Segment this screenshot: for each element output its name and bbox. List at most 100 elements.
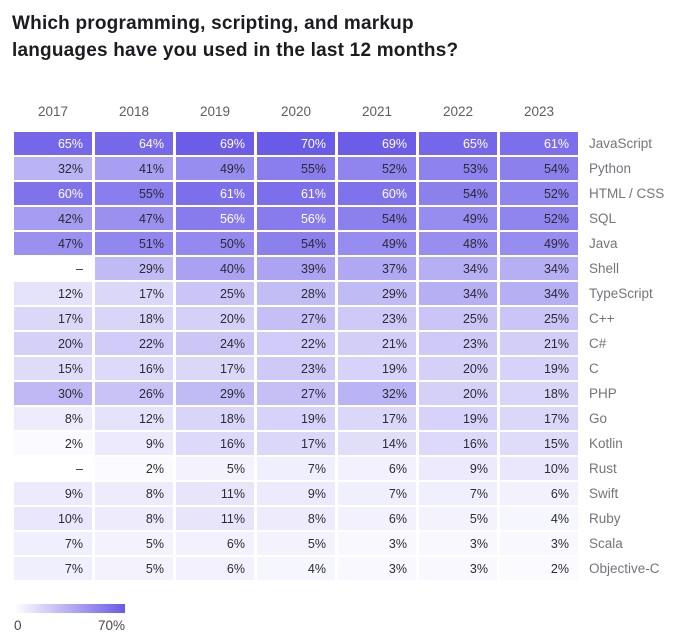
column-header: 2017	[37, 104, 69, 119]
column-header: 2023	[523, 104, 555, 119]
heatmap-cell: 39%	[257, 257, 335, 280]
row-label: Java	[589, 236, 618, 251]
heatmap-cell: 17%	[257, 432, 335, 455]
row-label: C++	[589, 311, 615, 326]
row-label: Kotlin	[589, 436, 623, 451]
heatmap-cell: 5%	[419, 507, 497, 530]
heatmap-cell: 11%	[176, 482, 254, 505]
heatmap-cell: 61%	[500, 132, 578, 155]
heatmap-cell: 49%	[419, 207, 497, 230]
heatmap-cell: 25%	[176, 282, 254, 305]
heatmap-cell: 6%	[338, 457, 416, 480]
heatmap-cell: 50%	[176, 232, 254, 255]
row-label: JavaScript	[589, 136, 653, 151]
column-header: 2020	[280, 104, 312, 119]
heatmap-cell: 5%	[176, 457, 254, 480]
heatmap-cell: 40%	[176, 257, 254, 280]
heatmap-cell: 3%	[338, 557, 416, 580]
heatmap-cell: 10%	[14, 507, 92, 530]
heatmap-cell: 22%	[95, 332, 173, 355]
heatmap-cell: 47%	[14, 232, 92, 255]
heatmap-cell: 42%	[14, 207, 92, 230]
heatmap-cell: 55%	[257, 157, 335, 180]
row-label: Objective-C	[589, 561, 660, 576]
heatmap-cell: 9%	[95, 432, 173, 455]
column-header: 2022	[442, 104, 474, 119]
heatmap-cell: 16%	[95, 357, 173, 380]
heatmap-cell: 64%	[95, 132, 173, 155]
heatmap-cell: 7%	[419, 482, 497, 505]
heatmap-cell: 56%	[176, 207, 254, 230]
heatmap-cell: 9%	[14, 482, 92, 505]
column-header-spacer	[581, 104, 676, 119]
heatmap-cell: 54%	[419, 182, 497, 205]
heatmap-cell: 21%	[500, 332, 578, 355]
heatmap-cell: 10%	[500, 457, 578, 480]
heatmap-cell: 65%	[419, 132, 497, 155]
heatmap-cell: 51%	[95, 232, 173, 255]
heatmap-cell: 2%	[500, 557, 578, 580]
row-label: Shell	[589, 261, 620, 276]
heatmap-cell: 30%	[14, 382, 92, 405]
legend: 0 70%	[14, 604, 125, 633]
heatmap-grid: 65% 64% 69% 70% 69% 65% 61% JavaScript 32% 41% 49%…	[14, 132, 679, 580]
heatmap-cell: 18%	[500, 382, 578, 405]
heatmap-cell: 6%	[500, 482, 578, 505]
heatmap-cell: 19%	[257, 407, 335, 430]
row-label: Scala	[589, 536, 623, 551]
heatmap-cell: 6%	[176, 557, 254, 580]
heatmap-cell: 8%	[14, 407, 92, 430]
column-header: 2019	[199, 104, 231, 119]
heatmap-cell: 29%	[176, 382, 254, 405]
heatmap-cell: 7%	[257, 457, 335, 480]
heatmap-cell: 34%	[419, 257, 497, 280]
heatmap-cell: 4%	[500, 507, 578, 530]
heatmap-cell: 11%	[176, 507, 254, 530]
heatmap-cell: 18%	[176, 407, 254, 430]
heatmap-cell: 69%	[176, 132, 254, 155]
heatmap-cell: 7%	[14, 557, 92, 580]
heatmap-cell: 60%	[14, 182, 92, 205]
heatmap-cell: 16%	[419, 432, 497, 455]
heatmap-cell: –	[14, 457, 92, 480]
heatmap-cell: 20%	[419, 382, 497, 405]
row-label: C#	[589, 336, 607, 351]
column-header: 2018	[118, 104, 150, 119]
heatmap-cell: 7%	[14, 532, 92, 555]
heatmap-cell: 56%	[257, 207, 335, 230]
legend-gradient-bar	[14, 604, 125, 613]
heatmap-cell: 37%	[338, 257, 416, 280]
row-label: TypeScript	[589, 286, 653, 301]
heatmap-cell: 54%	[500, 157, 578, 180]
heatmap-cell: 27%	[257, 307, 335, 330]
heatmap-cell: 5%	[95, 532, 173, 555]
heatmap-cell: 5%	[95, 557, 173, 580]
heatmap-cell: 4%	[257, 557, 335, 580]
heatmap-cell: 48%	[419, 232, 497, 255]
heatmap-cell: 5%	[257, 532, 335, 555]
heatmap-cell: 15%	[14, 357, 92, 380]
heatmap-cell: 3%	[419, 557, 497, 580]
heatmap-cell: 12%	[95, 407, 173, 430]
heatmap-cell: 8%	[257, 507, 335, 530]
heatmap-cell: 9%	[257, 482, 335, 505]
row-label: Go	[589, 411, 608, 426]
heatmap-cell: 19%	[500, 357, 578, 380]
heatmap-cell: 17%	[500, 407, 578, 430]
heatmap-cell: 25%	[419, 307, 497, 330]
heatmap-cell: 17%	[95, 282, 173, 305]
heatmap-cell: 3%	[419, 532, 497, 555]
heatmap-cell: 52%	[500, 182, 578, 205]
heatmap-cell: 17%	[338, 407, 416, 430]
row-label: Rust	[589, 461, 617, 476]
heatmap-cell: 15%	[500, 432, 578, 455]
heatmap-cell: 23%	[338, 307, 416, 330]
heatmap-cell: 34%	[500, 257, 578, 280]
heatmap-cell: 19%	[338, 357, 416, 380]
heatmap-cell: 61%	[257, 182, 335, 205]
row-label: Ruby	[589, 511, 621, 526]
row-label: HTML / CSS	[589, 186, 665, 201]
heatmap-cell: 61%	[176, 182, 254, 205]
chart-title-line: Which programming, scripting, and markup	[12, 13, 414, 34]
